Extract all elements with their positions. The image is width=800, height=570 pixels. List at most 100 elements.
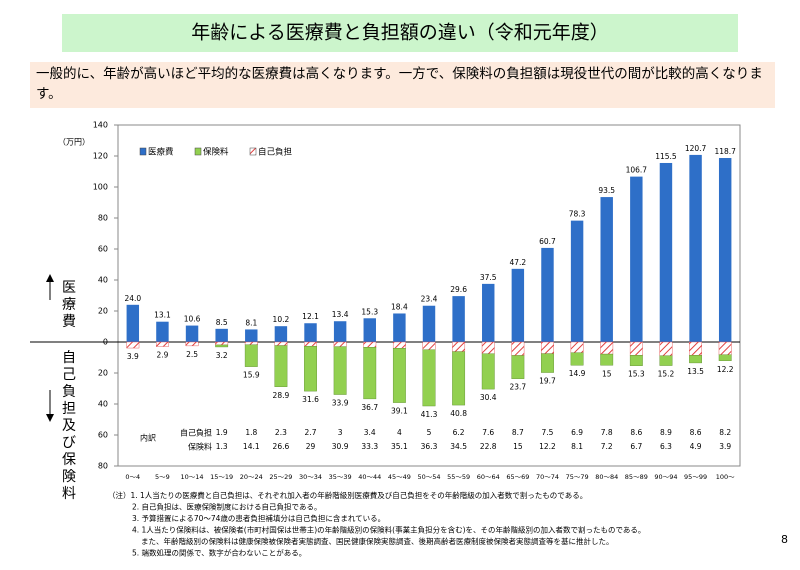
total-label: 30.4: [480, 393, 497, 402]
bar: [659, 162, 673, 342]
bar: [541, 247, 554, 342]
title-box: [62, 14, 738, 52]
total-label: 36.7: [361, 403, 378, 412]
breakdown-value: 8.9: [660, 428, 672, 437]
value-label: 47.2: [510, 258, 527, 267]
bar: [452, 341, 466, 352]
breakdown-value: 6.2: [453, 428, 465, 437]
total-label: 40.8: [450, 409, 467, 418]
bar: [482, 283, 495, 342]
value-label: 24.0: [124, 294, 141, 303]
bar: [422, 305, 436, 342]
value-label: 120.7: [685, 144, 707, 153]
value-label: 78.3: [569, 210, 586, 219]
intro: 一般的に、年齢が高いほど平均的な医療費は高くなります。一方で、保険料の負担額は現…: [36, 66, 763, 102]
value-label: 29.6: [450, 285, 467, 294]
bar: [422, 341, 436, 350]
total-label: 31.6: [302, 395, 319, 404]
breakdown-value: 7.5: [542, 428, 554, 437]
bar: [511, 268, 525, 342]
bar: [304, 323, 317, 342]
value-label: 10.6: [184, 315, 201, 324]
total-label: 13.5: [687, 367, 704, 376]
bar: [215, 328, 228, 342]
breakdown-value: 35.1: [391, 442, 408, 451]
bar: [600, 353, 614, 366]
lower-label-wrap: 自己負担及び保険料: [62, 350, 76, 502]
bar: [185, 325, 199, 342]
x-tick-label: 70～74: [536, 473, 559, 481]
bar: [689, 154, 702, 342]
title: 年齢による医療費と負担額の違い（令和元年度）: [191, 22, 608, 44]
breakdown-value: 5: [427, 428, 432, 437]
bar: [659, 355, 673, 366]
bar: [481, 353, 495, 390]
bar: [511, 341, 525, 356]
breakdown-value: 15: [513, 442, 523, 451]
bar: [541, 341, 554, 354]
value-label: 12.1: [302, 312, 319, 321]
bar: [304, 345, 317, 392]
bar: [156, 341, 169, 347]
bar: [304, 341, 317, 347]
bar: [630, 176, 643, 342]
breakdown-value: 1.9: [216, 428, 228, 437]
x-tick-label: 95～99: [684, 473, 707, 481]
breakdown-value: 12.2: [539, 442, 556, 451]
legend-swatch: [194, 147, 202, 156]
breakdown-row: 保険料: [188, 442, 212, 452]
note: 2. 自己負担は、医療保険制度における自己負担である。: [132, 502, 321, 512]
legend-label: 保険料: [203, 147, 229, 158]
y-tick-label: 40: [98, 400, 108, 409]
breakdown-value: 3: [338, 428, 343, 437]
bar: [600, 197, 613, 342]
bar: [392, 341, 406, 349]
bar: [215, 341, 229, 346]
x-tick-label: 25～29: [269, 473, 292, 481]
breakdown-value: 7.8: [601, 428, 613, 437]
bar: [570, 220, 584, 342]
x-tick-label: 10～14: [181, 473, 204, 481]
bar: [422, 349, 436, 407]
x-tick-label: 40～44: [358, 473, 381, 481]
value-label: 60.7: [539, 237, 556, 246]
plot-frame: [117, 124, 741, 467]
value-label: 18.4: [391, 302, 408, 311]
x-tick-label: 75～79: [566, 473, 589, 481]
bar: [689, 355, 702, 364]
x-tick-label: 85～89: [625, 473, 648, 481]
bar: [392, 348, 406, 403]
x-tick-label: 35～39: [329, 473, 352, 481]
bar: [333, 346, 347, 395]
breakdown-value: 3.4: [364, 428, 376, 437]
breakdown-value: 2.7: [305, 428, 317, 437]
x-tick-label: 55～59: [447, 473, 470, 481]
breakdown-value: 8.6: [630, 428, 642, 437]
bar: [363, 341, 377, 348]
y-tick-label: 120: [93, 152, 108, 161]
y-tick-label: 80: [98, 214, 108, 223]
legend-swatch: [139, 147, 147, 156]
upper-label: 医療費: [62, 280, 76, 330]
bar: [689, 341, 702, 356]
intro-box: [30, 62, 775, 108]
lower-label: 自己負担及び保険料: [62, 350, 76, 502]
breakdown-value: 7.2: [601, 442, 613, 451]
total-label: 2.5: [186, 350, 198, 359]
value-label: 23.4: [421, 295, 438, 304]
bar: [215, 344, 229, 348]
x-tick-label: 65～69: [506, 473, 529, 481]
x-tick-label: 20～24: [240, 473, 263, 481]
bar: [126, 304, 140, 342]
bar: [629, 355, 643, 366]
legend-label: 自己負担: [258, 147, 293, 158]
y-tick-label: 60: [98, 245, 108, 254]
x-tick-label: 15～19: [210, 473, 233, 481]
y-tick-label: 40: [98, 276, 108, 285]
breakdown-value: 34.5: [450, 442, 467, 451]
note: 5. 端数処理の関係で、数字が合わないことがある。: [132, 548, 306, 558]
value-label: 8.5: [216, 318, 228, 327]
breakdown-row: 自己負担: [180, 428, 212, 438]
bar: [452, 351, 466, 406]
